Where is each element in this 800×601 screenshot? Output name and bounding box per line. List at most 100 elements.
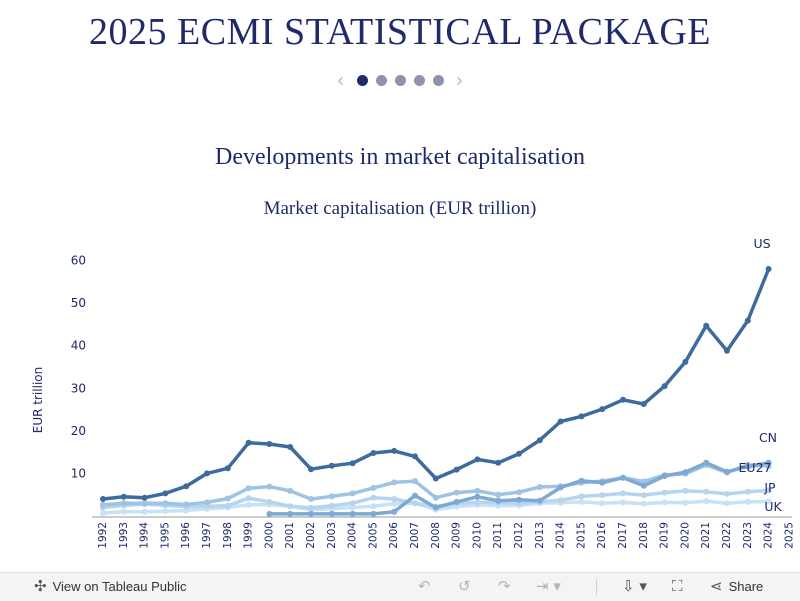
data-point-jp[interactable] — [224, 502, 231, 509]
data-point-cn[interactable] — [349, 510, 356, 517]
data-point-cn[interactable] — [266, 510, 273, 517]
pager-dot-5[interactable] — [432, 74, 444, 86]
data-point-cn[interactable] — [661, 473, 668, 479]
data-point-jp[interactable] — [599, 492, 606, 499]
data-point-us[interactable] — [640, 401, 647, 407]
data-point-jp[interactable] — [370, 494, 377, 501]
data-point-uk[interactable] — [370, 503, 377, 510]
data-point-eu27[interactable] — [370, 484, 377, 491]
data-point-uk[interactable] — [661, 499, 668, 506]
data-point-jp[interactable] — [287, 503, 294, 510]
data-point-eu27[interactable] — [536, 484, 543, 490]
data-point-us[interactable] — [370, 450, 377, 456]
data-point-eu27[interactable] — [224, 495, 231, 502]
data-point-us[interactable] — [661, 383, 668, 390]
data-point-eu27[interactable] — [349, 490, 356, 497]
data-point-eu27[interactable] — [640, 478, 647, 485]
data-point-cn[interactable] — [287, 510, 294, 517]
data-point-us[interactable] — [287, 444, 294, 450]
data-point-eu27[interactable] — [495, 491, 502, 498]
data-point-cn[interactable] — [453, 498, 460, 505]
data-point-jp[interactable] — [578, 493, 585, 500]
data-point-us[interactable] — [391, 447, 398, 454]
data-point-eu27[interactable] — [266, 483, 273, 490]
data-point-us[interactable] — [224, 465, 231, 472]
data-point-us[interactable] — [536, 437, 543, 444]
data-point-uk[interactable] — [765, 498, 772, 505]
data-point-uk[interactable] — [620, 499, 626, 506]
data-point-jp[interactable] — [474, 499, 481, 506]
data-point-jp[interactable] — [266, 498, 273, 505]
data-point-jp[interactable] — [661, 489, 668, 496]
data-point-uk[interactable] — [703, 498, 710, 505]
data-point-cn[interactable] — [724, 468, 730, 475]
chevron-right-icon[interactable]: › — [455, 68, 464, 92]
data-point-jp[interactable] — [308, 504, 314, 511]
data-point-jp[interactable] — [724, 490, 730, 497]
data-point-cn[interactable] — [495, 497, 502, 504]
data-point-cn[interactable] — [328, 510, 335, 517]
data-point-cn[interactable] — [765, 459, 772, 466]
data-point-cn[interactable] — [370, 510, 377, 517]
data-point-jp[interactable] — [412, 500, 418, 507]
data-point-cn[interactable] — [516, 496, 522, 503]
data-point-jp[interactable] — [744, 488, 751, 495]
data-point-cn[interactable] — [391, 508, 398, 515]
data-point-jp[interactable] — [391, 496, 398, 502]
data-point-us[interactable] — [100, 496, 106, 502]
data-point-eu27[interactable] — [141, 500, 148, 507]
data-point-eu27[interactable] — [204, 499, 210, 506]
view-on-tableau-link[interactable]: ✣ View on Tableau Public — [34, 579, 187, 595]
redo-menu-icon[interactable]: ⇥ ▾ — [536, 577, 561, 595]
data-point-uk[interactable] — [640, 500, 647, 507]
data-point-us[interactable] — [183, 483, 190, 490]
data-point-us[interactable] — [557, 418, 564, 425]
series-line-us[interactable] — [101, 267, 771, 501]
data-point-cn[interactable] — [557, 484, 564, 491]
data-point-eu27[interactable] — [516, 489, 522, 496]
data-point-uk[interactable] — [120, 508, 127, 515]
data-point-eu27[interactable] — [432, 494, 439, 501]
pager-dot-4[interactable] — [413, 74, 425, 86]
data-point-jp[interactable] — [765, 487, 772, 494]
fullscreen-icon[interactable]: ⛶ — [672, 577, 683, 595]
pager-dot-3[interactable] — [394, 74, 406, 86]
download-icon[interactable]: ⇩ ▾ — [622, 577, 647, 595]
data-point-us[interactable] — [516, 450, 522, 457]
redo-icon[interactable]: ↷ — [498, 577, 511, 595]
data-point-eu27[interactable] — [120, 500, 127, 507]
data-point-eu27[interactable] — [245, 485, 252, 492]
data-point-us[interactable] — [328, 462, 335, 469]
data-point-us[interactable] — [599, 406, 606, 413]
data-point-uk[interactable] — [162, 508, 169, 515]
data-point-eu27[interactable] — [412, 478, 418, 485]
data-point-cn[interactable] — [432, 504, 439, 511]
data-point-cn[interactable] — [703, 459, 710, 466]
data-point-us[interactable] — [744, 317, 751, 324]
data-point-us[interactable] — [349, 460, 356, 467]
data-point-uk[interactable] — [599, 500, 606, 507]
data-point-us[interactable] — [495, 459, 502, 466]
data-point-jp[interactable] — [682, 487, 689, 494]
data-point-cn[interactable] — [412, 492, 418, 499]
data-point-uk[interactable] — [245, 501, 252, 508]
data-point-eu27[interactable] — [100, 501, 106, 508]
data-point-us[interactable] — [266, 441, 273, 447]
data-point-us[interactable] — [765, 266, 772, 272]
data-point-eu27[interactable] — [183, 501, 190, 508]
pager-dot-2[interactable] — [375, 74, 387, 86]
data-point-eu27[interactable] — [474, 487, 481, 494]
data-point-cn[interactable] — [536, 497, 543, 504]
data-point-us[interactable] — [724, 347, 730, 354]
data-point-uk[interactable] — [682, 499, 689, 506]
data-point-us[interactable] — [453, 466, 460, 473]
data-point-cn[interactable] — [620, 474, 626, 481]
data-point-cn[interactable] — [599, 479, 606, 486]
data-point-cn[interactable] — [682, 469, 689, 476]
data-point-us[interactable] — [578, 413, 585, 420]
data-point-jp[interactable] — [245, 495, 252, 502]
data-point-cn[interactable] — [640, 482, 647, 489]
data-point-us[interactable] — [204, 470, 210, 477]
data-point-jp[interactable] — [557, 497, 564, 504]
data-point-uk[interactable] — [141, 508, 148, 515]
